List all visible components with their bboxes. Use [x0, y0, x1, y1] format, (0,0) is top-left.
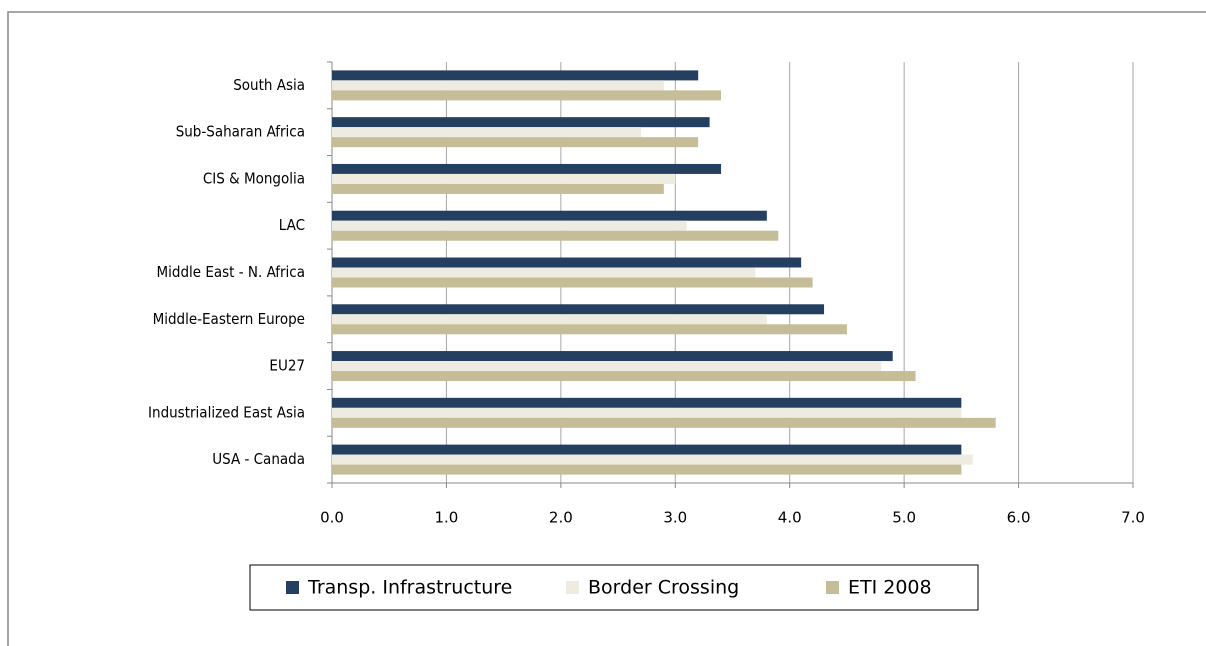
y-tick-label: Sub-Saharan Africa	[176, 123, 305, 141]
bar	[332, 80, 664, 91]
bar	[332, 267, 756, 278]
x-tick-label: 3.0	[663, 509, 687, 527]
legend-box	[249, 564, 979, 611]
bar	[332, 70, 699, 81]
bar	[332, 397, 962, 408]
x-tick-label: 7.0	[1121, 509, 1145, 527]
bar	[332, 371, 916, 382]
x-tick-label: 6.0	[1007, 509, 1031, 527]
y-tick-label: Middle-Eastern Europe	[153, 310, 305, 328]
y-tick-label: Middle East - N. Africa	[156, 263, 305, 281]
bar	[332, 173, 676, 184]
legend-label: Border Crossing	[588, 577, 739, 599]
bar	[332, 464, 962, 475]
bar	[332, 444, 962, 455]
bar	[332, 304, 825, 315]
bar	[332, 127, 641, 138]
legend-label: Transp. Infrastructure	[307, 577, 512, 599]
bar	[332, 417, 996, 428]
bar	[332, 351, 893, 362]
bar	[332, 257, 802, 268]
x-tick-label: 0.0	[320, 509, 344, 527]
bar	[332, 361, 882, 372]
y-tick-label: USA - Canada	[212, 450, 305, 468]
legend-label: ETI 2008	[848, 577, 932, 599]
bar	[332, 407, 962, 418]
y-tick-label: EU27	[269, 357, 305, 375]
y-tick-label: Industrialized East Asia	[148, 403, 305, 421]
x-tick-label: 1.0	[434, 509, 458, 527]
bar	[332, 230, 779, 241]
bar	[332, 163, 722, 174]
bar	[332, 210, 767, 221]
bar	[332, 183, 664, 194]
bar	[332, 454, 973, 465]
bar	[332, 117, 710, 128]
legend-swatch	[566, 581, 579, 594]
y-tick-label: CIS & Mongolia	[203, 169, 305, 187]
legend-swatch	[826, 581, 839, 594]
bar	[332, 277, 813, 288]
bar	[332, 324, 847, 335]
bar	[332, 137, 699, 148]
y-tick-label: South Asia	[233, 76, 305, 94]
chart-frame	[7, 11, 1206, 646]
y-tick-label: LAC	[279, 216, 305, 234]
bar	[332, 314, 767, 325]
x-tick-label: 2.0	[549, 509, 573, 527]
bar	[332, 220, 687, 231]
legend-swatch	[286, 581, 299, 594]
x-tick-label: 4.0	[778, 509, 802, 527]
bar	[332, 90, 722, 101]
x-tick-label: 5.0	[892, 509, 916, 527]
